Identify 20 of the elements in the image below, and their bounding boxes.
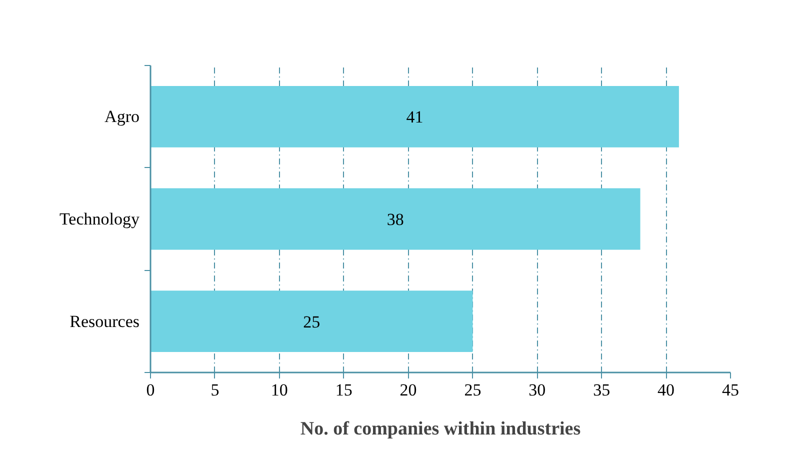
y-tick-label: Agro (104, 107, 140, 126)
x-tick-label: 25 (464, 380, 482, 400)
data-label: 25 (303, 312, 320, 332)
y-tick-label: Technology (59, 210, 140, 228)
bar (150, 290, 473, 352)
x-tick-label: 40 (658, 380, 675, 400)
y-tick-label: Resources (70, 312, 140, 331)
bar (150, 86, 679, 148)
x-tick-label: 0 (146, 380, 155, 400)
x-tick-label: 35 (593, 380, 610, 400)
bar (150, 188, 640, 250)
x-tick-label: 45 (722, 380, 739, 400)
x-axis-title: No. of companies within industries (300, 418, 581, 440)
x-tick-label: 20 (400, 380, 417, 400)
x-tick-label: 5 (210, 380, 220, 400)
x-tick-label: 10 (270, 380, 288, 400)
data-label: 41 (406, 108, 424, 127)
x-tick-label: 15 (335, 380, 352, 400)
data-label: 38 (386, 210, 404, 229)
x-tick-label: 30 (528, 380, 546, 400)
